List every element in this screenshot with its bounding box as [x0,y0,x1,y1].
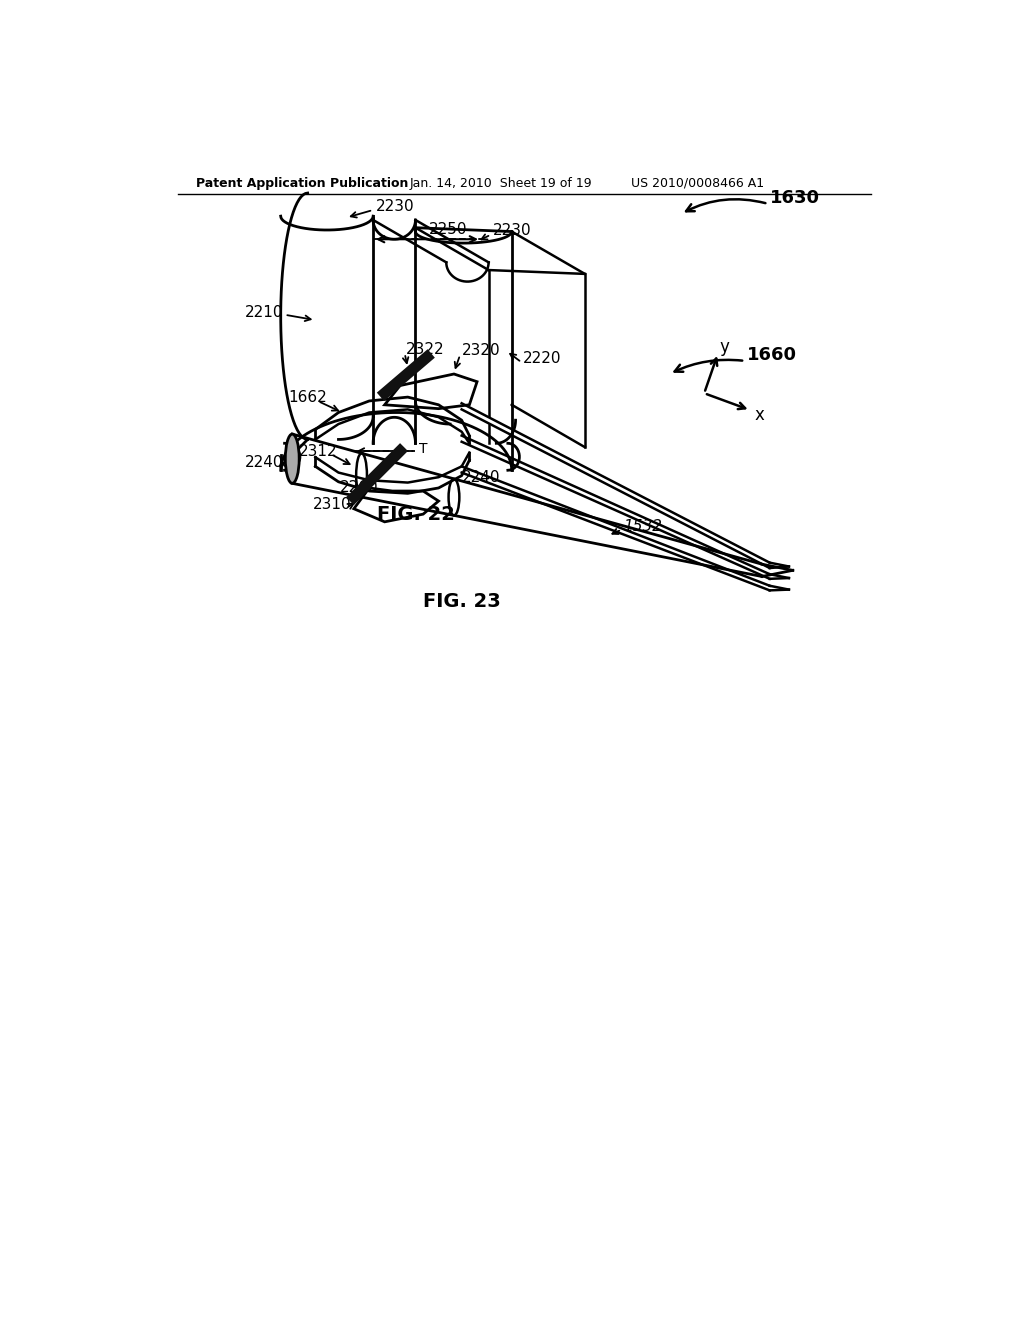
Text: FIG. 23: FIG. 23 [423,591,501,611]
Text: 2240: 2240 [462,470,500,486]
Text: 2310: 2310 [313,498,351,512]
Text: y: y [720,338,729,356]
Text: 2320: 2320 [462,343,501,359]
Text: T: T [419,442,427,455]
Text: FIG. 22: FIG. 22 [377,504,455,524]
Text: 2230: 2230 [376,198,414,214]
Text: 2220: 2220 [523,351,562,366]
Text: 2240: 2240 [245,455,283,470]
Text: Patent Application Publication: Patent Application Publication [196,177,409,190]
Text: 1660: 1660 [746,346,797,364]
Text: 1662: 1662 [289,389,327,405]
Text: x: x [755,405,764,424]
Text: Jan. 14, 2010  Sheet 19 of 19: Jan. 14, 2010 Sheet 19 of 19 [410,177,592,190]
Text: 2322: 2322 [407,342,444,356]
Text: 2260: 2260 [340,480,379,495]
Ellipse shape [286,434,299,483]
Text: US 2010/0008466 A1: US 2010/0008466 A1 [631,177,764,190]
Text: 2210: 2210 [245,305,283,319]
Text: 1532: 1532 [624,519,663,535]
Text: 2230: 2230 [493,223,531,239]
Text: 1630: 1630 [770,190,819,207]
Text: 2250: 2250 [429,222,468,236]
Text: 2312: 2312 [298,444,337,458]
